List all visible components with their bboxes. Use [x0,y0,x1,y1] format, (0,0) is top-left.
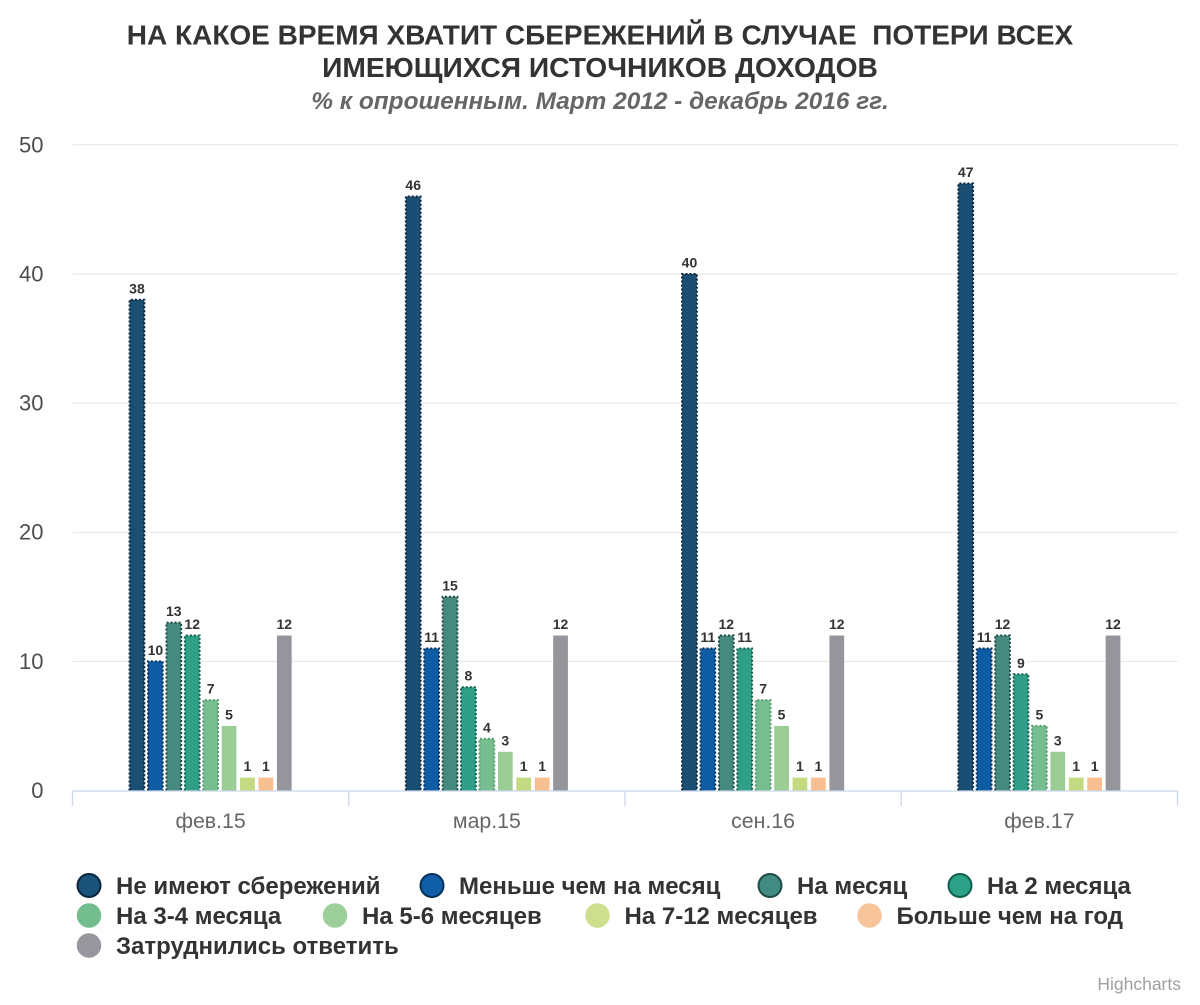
svg-text:1: 1 [1072,758,1080,774]
svg-text:13: 13 [166,603,182,619]
svg-text:1: 1 [244,758,252,774]
svg-text:На месяц: На месяц [797,873,907,900]
svg-text:11: 11 [700,629,715,645]
svg-text:12: 12 [995,616,1011,632]
svg-text:0: 0 [31,778,43,803]
svg-text:1: 1 [814,758,822,774]
svg-text:1: 1 [1091,758,1099,774]
svg-text:На 5-6 месяцев: На 5-6 месяцев [362,903,542,930]
svg-text:сен.16: сен.16 [731,809,795,833]
svg-text:38: 38 [129,280,145,296]
svg-text:% к опрошенным. Март 2012 - де: % к опрошенным. Март 2012 - декабрь 2016… [311,88,888,115]
svg-text:На 7-12 месяцев: На 7-12 месяцев [625,903,818,930]
svg-text:Затруднились ответить: Затруднились ответить [116,933,399,960]
svg-text:11: 11 [737,629,752,645]
svg-text:9: 9 [1017,655,1025,671]
svg-text:1: 1 [520,758,528,774]
svg-text:50: 50 [19,132,43,157]
svg-text:12: 12 [184,616,200,632]
svg-text:30: 30 [19,391,43,416]
svg-text:3: 3 [501,732,509,748]
svg-text:12: 12 [553,616,569,632]
svg-text:3: 3 [1054,732,1062,748]
svg-text:12: 12 [1105,616,1121,632]
svg-text:12: 12 [719,616,735,632]
svg-text:46: 46 [405,177,421,193]
svg-text:8: 8 [465,668,473,684]
svg-text:12: 12 [277,616,293,632]
svg-text:4: 4 [483,719,491,735]
svg-text:40: 40 [19,261,43,286]
svg-text:фев.17: фев.17 [1004,809,1074,833]
svg-text:47: 47 [958,164,974,180]
svg-text:Больше чем на год: Больше чем на год [897,903,1124,930]
svg-text:20: 20 [19,520,43,545]
svg-text:Highcharts: Highcharts [1097,974,1181,994]
svg-text:На 3-4 месяца: На 3-4 месяца [116,903,282,930]
svg-text:7: 7 [759,681,767,697]
svg-text:5: 5 [225,706,233,722]
svg-text:11: 11 [424,629,439,645]
svg-text:15: 15 [442,577,458,593]
svg-text:40: 40 [682,254,698,270]
svg-text:12: 12 [829,616,845,632]
svg-text:ИМЕЮЩИХСЯ ИСТОЧНИКОВ ДОХОДОВ: ИМЕЮЩИХСЯ ИСТОЧНИКОВ ДОХОДОВ [322,51,878,83]
svg-text:1: 1 [796,758,804,774]
svg-text:НА КАКОЕ ВРЕМЯ ХВАТИТ СБЕРЕЖЕН: НА КАКОЕ ВРЕМЯ ХВАТИТ СБЕРЕЖЕНИЙ В СЛУЧА… [127,19,1074,51]
svg-text:11: 11 [977,629,992,645]
svg-text:На 2 месяца: На 2 месяца [987,873,1132,900]
svg-text:фев.15: фев.15 [175,809,245,833]
svg-text:Меньше чем на месяц: Меньше чем на месяц [459,873,721,900]
svg-text:5: 5 [1035,706,1043,722]
svg-text:мар.15: мар.15 [453,809,521,833]
svg-text:1: 1 [262,758,270,774]
svg-text:10: 10 [148,642,164,658]
svg-text:5: 5 [778,706,786,722]
svg-text:1: 1 [538,758,546,774]
svg-text:10: 10 [19,649,43,674]
svg-text:Не имеют сбережений: Не имеют сбережений [116,873,380,900]
svg-text:7: 7 [207,681,215,697]
